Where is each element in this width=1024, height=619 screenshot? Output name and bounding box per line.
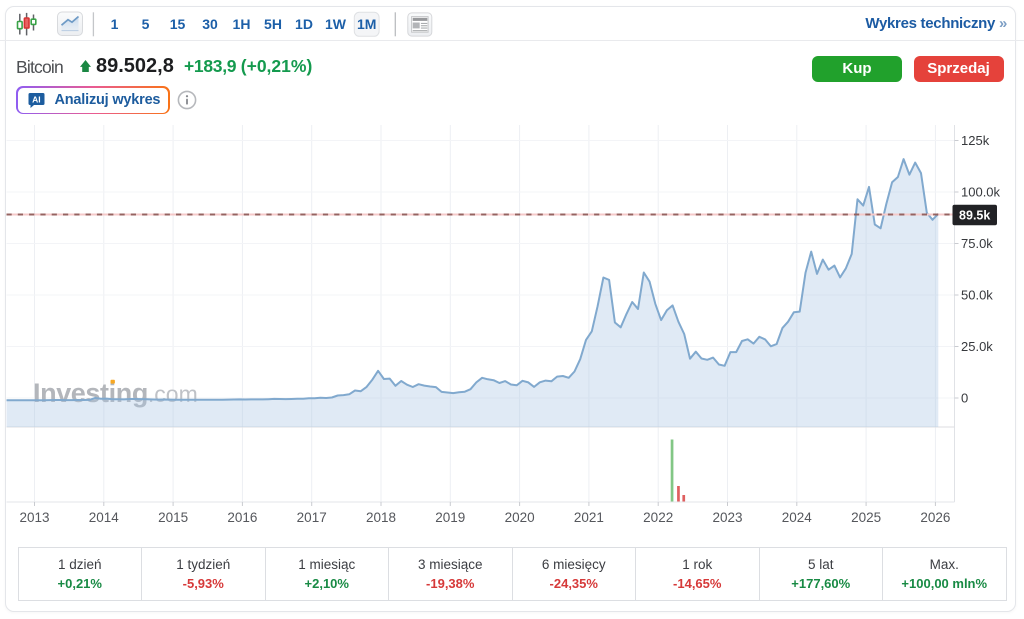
svg-text:2016: 2016	[227, 510, 257, 525]
svg-text:2018: 2018	[366, 510, 396, 525]
svg-text:2025: 2025	[851, 510, 881, 525]
svg-text:2013: 2013	[19, 510, 49, 525]
svg-text:2019: 2019	[435, 510, 465, 525]
svg-text:2015: 2015	[158, 510, 188, 525]
svg-text:75.0k: 75.0k	[961, 236, 993, 251]
svg-text:AI: AI	[32, 94, 41, 104]
svg-text:125k: 125k	[961, 133, 990, 148]
svg-text:2026: 2026	[920, 510, 950, 525]
svg-text:Investing.com: Investing.com	[33, 378, 198, 408]
svg-text:2014: 2014	[89, 510, 120, 525]
svg-text:100.0k: 100.0k	[961, 185, 1001, 200]
svg-text:2021: 2021	[574, 510, 604, 525]
svg-text:2024: 2024	[782, 510, 813, 525]
svg-text:2017: 2017	[297, 510, 327, 525]
svg-text:2022: 2022	[643, 510, 673, 525]
svg-text:0: 0	[961, 391, 968, 406]
svg-text:2023: 2023	[712, 510, 742, 525]
svg-text:2020: 2020	[505, 510, 535, 525]
svg-text:50.0k: 50.0k	[961, 288, 993, 303]
svg-text:89.5k: 89.5k	[959, 209, 990, 223]
svg-text:25.0k: 25.0k	[961, 339, 993, 354]
